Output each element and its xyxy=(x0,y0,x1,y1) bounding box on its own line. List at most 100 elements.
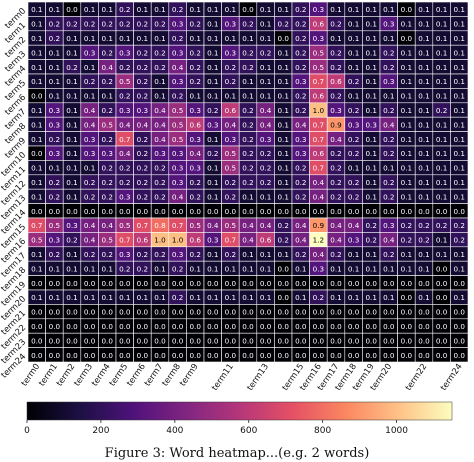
cell-value-label: 0.0 xyxy=(101,351,113,360)
cell-value-label: 0.1 xyxy=(189,293,200,302)
cell-value-label: 0.4 xyxy=(207,221,219,230)
cell-value-label: 0.1 xyxy=(189,92,200,101)
cell-value-label: 0.1 xyxy=(348,48,359,57)
cell-value-label: 0.1 xyxy=(365,77,376,86)
cell-value-label: 0.1 xyxy=(31,120,42,129)
cell-value-label: 0.2 xyxy=(330,92,341,101)
cell-value-label: 0.3 xyxy=(295,77,306,86)
cell-value-label: 0.1 xyxy=(277,135,288,144)
cell-value-label: 0.0 xyxy=(101,308,113,317)
cell-value-label: 0.3 xyxy=(84,149,95,158)
cell-value-label: 0.0 xyxy=(172,279,184,288)
cell-value-label: 0.1 xyxy=(383,164,394,173)
cell-value-label: 0.7 xyxy=(31,221,42,230)
cell-value-label: 0.2 xyxy=(313,293,324,302)
cell-value-label: 0.0 xyxy=(242,5,254,14)
cell-value-label: 0.2 xyxy=(101,178,112,187)
cell-value-label: 0.4 xyxy=(189,149,201,158)
cell-value-label: 0.1 xyxy=(453,293,464,302)
cell-value-label: 0.0 xyxy=(189,279,201,288)
cell-value-label: 0.0 xyxy=(277,279,289,288)
cell-value-label: 0.9 xyxy=(330,120,342,129)
cell-value-label: 0.2 xyxy=(295,34,306,43)
cell-value-label: 0.2 xyxy=(49,192,60,201)
cell-value-label: 0.2 xyxy=(242,178,253,187)
cell-value-label: 0.0 xyxy=(436,264,448,273)
cell-value-label: 0.0 xyxy=(137,207,149,216)
cell-value-label: 0.2 xyxy=(295,164,306,173)
cell-value-label: 0.2 xyxy=(330,164,341,173)
cell-value-label: 0.1 xyxy=(84,5,95,14)
cell-value-label: 0.2 xyxy=(137,250,148,259)
cell-value-label: 0.1 xyxy=(418,135,429,144)
cell-value-label: 0.1 xyxy=(207,264,218,273)
cell-value-label: 0.1 xyxy=(31,63,42,72)
cell-value-label: 0.1 xyxy=(436,63,447,72)
cell-value-label: 0.1 xyxy=(49,5,60,14)
cell-value-label: 0.1 xyxy=(260,77,271,86)
cell-value-label: 0.5 xyxy=(101,120,112,129)
cell-value-label: 0.1 xyxy=(207,164,218,173)
cell-value-label: 0.1 xyxy=(66,178,77,187)
cell-value-label: 0.1 xyxy=(453,34,464,43)
cell-value-label: 0.0 xyxy=(66,5,78,14)
cell-value-label: 0.2 xyxy=(383,63,394,72)
cell-value-label: 0.1 xyxy=(365,149,376,158)
cell-value-label: 0.1 xyxy=(49,63,60,72)
cell-value-label: 0.1 xyxy=(365,5,376,14)
cell-value-label: 0.1 xyxy=(84,164,95,173)
cell-value-label: 0.3 xyxy=(225,20,236,29)
cell-value-label: 0.0 xyxy=(295,336,307,345)
cell-value-label: 0.0 xyxy=(401,293,413,302)
cell-value-label: 0.2 xyxy=(154,250,165,259)
cell-value-label: 0.1 xyxy=(401,250,412,259)
cell-value-label: 0.1 xyxy=(295,264,306,273)
cell-value-label: 0.1 xyxy=(436,236,447,245)
cell-value-label: 0.1 xyxy=(84,34,95,43)
cell-value-label: 0.0 xyxy=(348,336,360,345)
cell-value-label: 0.2 xyxy=(172,34,183,43)
cell-value-label: 0.1 xyxy=(401,135,412,144)
cell-value-label: 0.5 xyxy=(225,149,236,158)
cell-value-label: 0.2 xyxy=(383,48,394,57)
cell-value-label: 0.1 xyxy=(207,77,218,86)
cell-value-label: 0.4 xyxy=(313,178,325,187)
cell-value-label: 0.4 xyxy=(172,63,184,72)
cell-value-label: 0.0 xyxy=(101,279,113,288)
cell-value-label: 0.0 xyxy=(383,279,395,288)
cell-value-label: 0.2 xyxy=(330,149,341,158)
cell-value-label: 0.2 xyxy=(137,135,148,144)
cell-value-label: 0.1 xyxy=(260,63,271,72)
cell-value-label: 0.0 xyxy=(31,351,43,360)
cell-value-label: 0.1 xyxy=(453,20,464,29)
cell-value-label: 0.1 xyxy=(49,164,60,173)
cell-value-label: 0.1 xyxy=(330,293,341,302)
cell-value-label: 0.1 xyxy=(101,293,112,302)
cell-value-label: 0.1 xyxy=(295,293,306,302)
cell-value-label: 0.0 xyxy=(49,336,61,345)
cell-value-label: 0.1 xyxy=(365,264,376,273)
cell-value-label: 0.1 xyxy=(277,120,288,129)
cell-value-label: 0.1 xyxy=(401,20,412,29)
cell-value-label: 0.0 xyxy=(418,207,430,216)
cell-value-label: 0.1 xyxy=(453,48,464,57)
cell-value-label: 0.1 xyxy=(119,34,130,43)
cell-value-label: 0.0 xyxy=(225,336,237,345)
cell-value-label: 0.5 xyxy=(101,236,112,245)
cell-value-label: 0.0 xyxy=(260,351,272,360)
cell-value-label: 0.1 xyxy=(348,164,359,173)
cell-value-label: 0.2 xyxy=(154,20,165,29)
cell-value-label: 0.0 xyxy=(101,336,113,345)
cell-value-label: 0.0 xyxy=(453,336,465,345)
cell-value-label: 0.0 xyxy=(365,322,377,331)
cell-value-label: 0.6 xyxy=(313,20,325,29)
cell-value-label: 0.4 xyxy=(137,120,149,129)
cell-value-label: 0.1 xyxy=(436,92,447,101)
cell-value-label: 0.2 xyxy=(66,236,77,245)
cell-value-label: 0.2 xyxy=(453,221,464,230)
cell-value-label: 0.1 xyxy=(277,63,288,72)
cell-value-label: 1.0 xyxy=(154,236,166,245)
cell-value-label: 0.0 xyxy=(260,207,272,216)
cell-value-label: 0.0 xyxy=(84,336,96,345)
cell-value-label: 0.4 xyxy=(313,250,325,259)
